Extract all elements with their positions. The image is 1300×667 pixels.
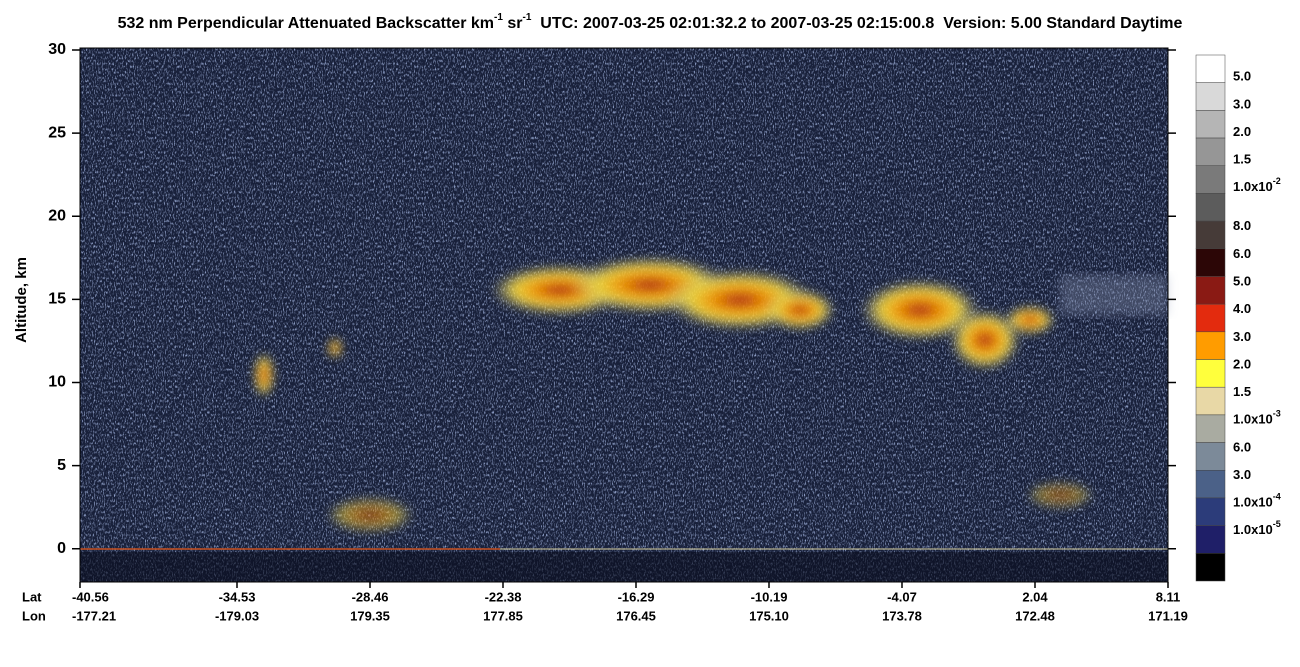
chart-title: 532 nm Perpendicular Attenuated Backscat… <box>118 12 1183 33</box>
colorbar-label: 3.0 <box>1233 96 1251 111</box>
colorbar-swatch <box>1195 82 1226 111</box>
lat-tick-label: -4.07 <box>887 589 917 604</box>
colorbar-swatch <box>1195 110 1226 139</box>
y-tick-label: 0 <box>57 540 66 557</box>
lat-tick-label: -22.38 <box>485 589 522 604</box>
lon-tick-label: -179.03 <box>215 608 259 623</box>
lat-tick-label: -16.29 <box>618 589 655 604</box>
colorbar-swatch <box>1195 331 1226 360</box>
colorbar-swatch <box>1195 497 1226 526</box>
lat-tick-label: 8.11 <box>1156 589 1181 604</box>
cloud-feature <box>765 290 835 330</box>
colorbar-label: 1.0x10-2 <box>1233 176 1281 194</box>
colorbar-swatch <box>1195 442 1226 471</box>
colorbar-label: 3.0 <box>1233 467 1251 482</box>
colorbar-label-exp: -5 <box>1273 520 1281 530</box>
y-tick-label: 10 <box>48 374 66 391</box>
cloud-feature <box>1005 306 1055 334</box>
colorbar-label: 1.0x10-4 <box>1233 492 1281 510</box>
title-part: -1 <box>523 12 532 23</box>
colorbar-swatch <box>1195 54 1226 83</box>
title-part: -1 <box>494 12 503 23</box>
colorbar-swatch <box>1195 470 1226 499</box>
colorbar-swatch <box>1195 386 1226 416</box>
colorbar-label: 8.0 <box>1233 218 1251 233</box>
colorbar-swatch <box>1195 248 1226 277</box>
lat-tick-label: -10.19 <box>751 589 788 604</box>
cloud-feature <box>860 280 980 340</box>
colorbar-label: 6.0 <box>1233 246 1251 261</box>
title-part: UTC: 2007-03-25 02:01:32.2 to 2007-03-25… <box>531 15 1182 32</box>
colorbar-swatch <box>1195 165 1226 194</box>
colorbar-swatch <box>1195 137 1226 166</box>
title-part: sr <box>503 15 523 32</box>
y-tick-label: 30 <box>48 41 66 58</box>
colorbar-label: 3.0 <box>1233 329 1251 344</box>
cloud-feature <box>1025 481 1095 509</box>
colorbar-label-base: 1.0x10 <box>1233 523 1273 538</box>
colorbar-swatch <box>1195 553 1226 582</box>
lon-tick-label: 179.35 <box>350 608 390 623</box>
x-row-label: Lat <box>22 589 42 604</box>
curtain <box>79 47 1169 583</box>
colorbar-label-exp: -3 <box>1273 409 1281 419</box>
lon-tick-label: -177.21 <box>72 608 116 623</box>
colorbar-label: 1.5 <box>1233 384 1251 399</box>
colorbar-swatch <box>1195 276 1226 305</box>
colorbar-swatch <box>1195 525 1226 554</box>
y-axis-label: Altitude, km <box>13 257 30 343</box>
subsurface <box>80 552 1168 582</box>
plot-frame <box>79 47 1169 583</box>
cloud-layer <box>254 257 1095 533</box>
colorbar-label: 4.0 <box>1233 301 1251 316</box>
colorbar-label: 2.0 <box>1233 357 1251 372</box>
cloud-feature <box>325 497 415 533</box>
colorbar-label-base: 1.0x10 <box>1233 179 1273 194</box>
lon-tick-label: 172.48 <box>1015 608 1055 623</box>
colorbar-label-base: 1.0x10 <box>1233 495 1273 510</box>
colorbar-label: 2.0 <box>1233 124 1251 139</box>
colorbar-label: 1.5 <box>1233 152 1251 167</box>
colorbar-label-exp: -2 <box>1273 176 1281 186</box>
cloud-feature <box>328 338 342 358</box>
lat-tick-label: 2.04 <box>1022 589 1048 604</box>
cloud-feature <box>254 353 274 397</box>
thin-cloud <box>1060 275 1168 315</box>
colorbar-swatch <box>1195 193 1226 222</box>
lat-tick-label: -28.46 <box>352 589 389 604</box>
colorbar-label-base: 1.0x10 <box>1233 412 1273 427</box>
lat-tick-label: -34.53 <box>219 589 256 604</box>
cloud-feature <box>950 310 1020 370</box>
lat-tick-label: -40.56 <box>72 589 109 604</box>
colorbar-label: 5.0 <box>1233 273 1251 288</box>
colorbar-swatch <box>1195 414 1226 443</box>
colorbar-label-exp: -4 <box>1273 492 1281 502</box>
colorbar-label: 5.0 <box>1233 69 1251 84</box>
y-tick-label: 20 <box>48 207 66 224</box>
noise-texture <box>80 48 1168 582</box>
lon-tick-label: 171.19 <box>1148 608 1188 623</box>
title-part: 532 nm Perpendicular Attenuated Backscat… <box>118 15 494 32</box>
colorbar-swatch <box>1195 359 1226 388</box>
lon-tick-label: 173.78 <box>882 608 922 623</box>
x-row-label: Lon <box>22 608 46 623</box>
colorbar-swatch <box>1195 220 1226 250</box>
lon-tick-label: 177.85 <box>483 608 523 623</box>
colorbar-swatch <box>1195 303 1226 333</box>
y-tick-label: 25 <box>48 124 66 141</box>
colorbar-label: 1.0x10-3 <box>1233 409 1281 427</box>
y-tick-label: 5 <box>57 457 66 474</box>
y-tick-label: 15 <box>48 291 66 308</box>
colorbar-label: 1.0x10-5 <box>1233 520 1281 538</box>
colorbar-label: 6.0 <box>1233 440 1251 455</box>
lon-tick-label: 175.10 <box>749 608 789 623</box>
lon-tick-label: 176.45 <box>616 608 656 623</box>
